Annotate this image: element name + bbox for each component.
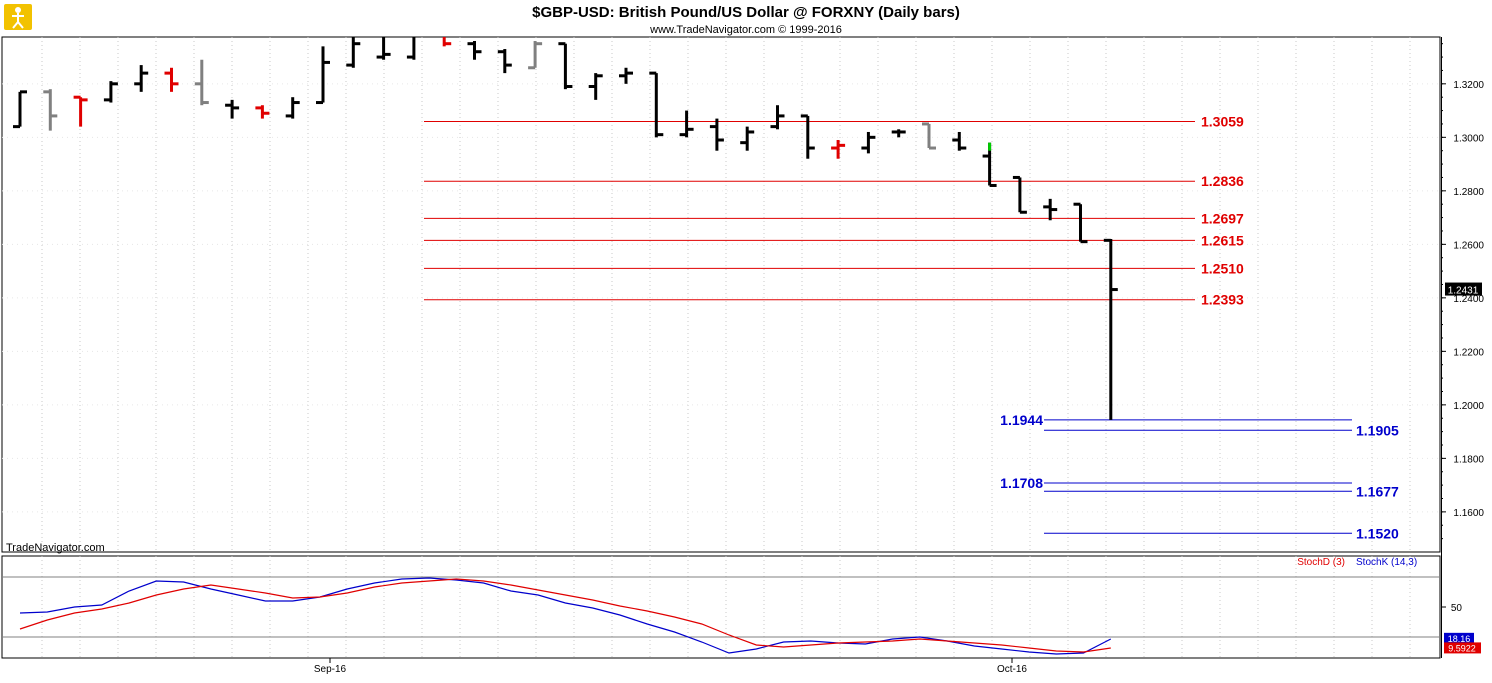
ohlc-bar (346, 37, 361, 68)
ohlc-bar (442, 37, 452, 47)
ohlc-bar (255, 105, 270, 119)
time-tick-label: Oct-16 (997, 664, 1027, 675)
ohlc-bar (13, 90, 27, 129)
ohlc-bar (73, 95, 88, 127)
ohlc-bar (740, 126, 755, 151)
price-axis: 1.3200 1.3000 1.2800 1.2600 1.2400 1.2200 1.20… (1441, 43, 1484, 540)
ohlc-bar (831, 140, 846, 159)
ohlc-bar (316, 46, 330, 105)
panel-frames (1, 36, 1442, 659)
resistance-label: 1.2510 (1201, 260, 1244, 276)
time-axis: Sep-16 Oct-16 (314, 658, 1027, 675)
ohlc-bar (709, 118, 724, 151)
ohlc-bar (1103, 238, 1118, 420)
ohlc-bar (285, 97, 300, 119)
stoch-legend-d: StochD (3) (1297, 557, 1345, 568)
price-tick-label: 1.2400 (1453, 294, 1484, 305)
stoch-k-value: 18.16 (1448, 634, 1471, 644)
stoch-series-line (19, 578, 1111, 653)
stoch-panel-frame (1, 555, 1441, 659)
ohlc-bar (164, 67, 179, 92)
ohlc-bar (194, 59, 209, 106)
last-price-box (1445, 282, 1482, 296)
chart-title: $GBP-USD: British Pound/US Dollar @ FORX… (532, 4, 960, 21)
stoch-legend-k: StochK (14,3) (1356, 557, 1417, 568)
ohlc-bar (1073, 202, 1088, 244)
resistance-label: 1.2615 (1201, 232, 1244, 248)
ohlc-bar (800, 114, 815, 159)
ohlc-bar (861, 131, 876, 154)
support-label: 1.1905 (1356, 422, 1399, 438)
ohlc-bar (467, 41, 482, 60)
price-tick-label: 1.1600 (1453, 508, 1484, 519)
stoch-d-value-box (1444, 642, 1481, 654)
price-tick-label: 1.1800 (1453, 454, 1484, 465)
ohlc-bar (376, 37, 391, 60)
price-tick-label: 1.2000 (1453, 401, 1484, 412)
ohlc-bar (1043, 198, 1058, 221)
last-price-label: 1.2431 (1448, 286, 1479, 297)
resistance-label: 1.2697 (1201, 210, 1244, 226)
ohlc-bar (225, 99, 240, 119)
ohlc-bar (679, 110, 694, 138)
price-tick-label: 1.2200 (1453, 347, 1484, 358)
ohlc-bar (406, 37, 416, 60)
ohlc-bar (103, 81, 118, 103)
stoch-d-value: 9.5922 (1448, 643, 1476, 653)
ohlc-bar (43, 89, 58, 131)
price-tick-label: 1.3000 (1453, 133, 1484, 144)
ohlc-bar (891, 129, 906, 138)
ohlc-bar (1012, 175, 1027, 214)
resistance-label: 1.2393 (1201, 292, 1244, 308)
ohlc-bar (528, 41, 543, 70)
support-label: 1.1708 (1000, 475, 1043, 491)
support-label: 1.1944 (1000, 412, 1043, 428)
watermark: TradeNavigator.com (6, 542, 105, 554)
ohlc-bar (952, 131, 967, 151)
ohlc-bar (649, 71, 664, 138)
stochastic-panel: 50 StochD (3) StochK (14,3) 18.169.5922 (2, 557, 1481, 655)
ohlc-bar (922, 122, 936, 150)
price-tick-label: 1.2800 (1453, 187, 1484, 198)
support-label: 1.1520 (1356, 525, 1399, 541)
ohlc-bars (13, 37, 1118, 420)
price-tick-label: 1.2600 (1453, 240, 1484, 251)
trade-navigator-figure-icon (4, 4, 32, 30)
stoch-tick-label: 50 (1451, 603, 1463, 614)
ohlc-bar (134, 65, 149, 92)
time-tick-label: Sep-16 (314, 664, 347, 675)
stoch-k-value-box (1444, 632, 1474, 644)
resistance-label: 1.3059 (1201, 114, 1244, 130)
main-panel-frame (1, 36, 1441, 553)
ohlc-bar (770, 105, 785, 130)
ohlc-bar (982, 142, 997, 187)
resistance-label: 1.2836 (1201, 173, 1244, 189)
price-tick-label: 1.3200 (1453, 80, 1484, 91)
ohlc-bar (588, 73, 603, 100)
ohlc-bar (558, 42, 573, 90)
ohlc-bar (619, 67, 633, 84)
ohlc-bar (497, 49, 512, 74)
bars-group (13, 37, 1118, 420)
support-label: 1.1677 (1356, 483, 1399, 499)
price-levels: 1.3059 1.2836 1.2697 1.2615 1.2510 1.2393 1.19… (424, 114, 1399, 541)
chart-subtitle: www.TradeNavigator.com © 1999-2016 (649, 24, 842, 36)
